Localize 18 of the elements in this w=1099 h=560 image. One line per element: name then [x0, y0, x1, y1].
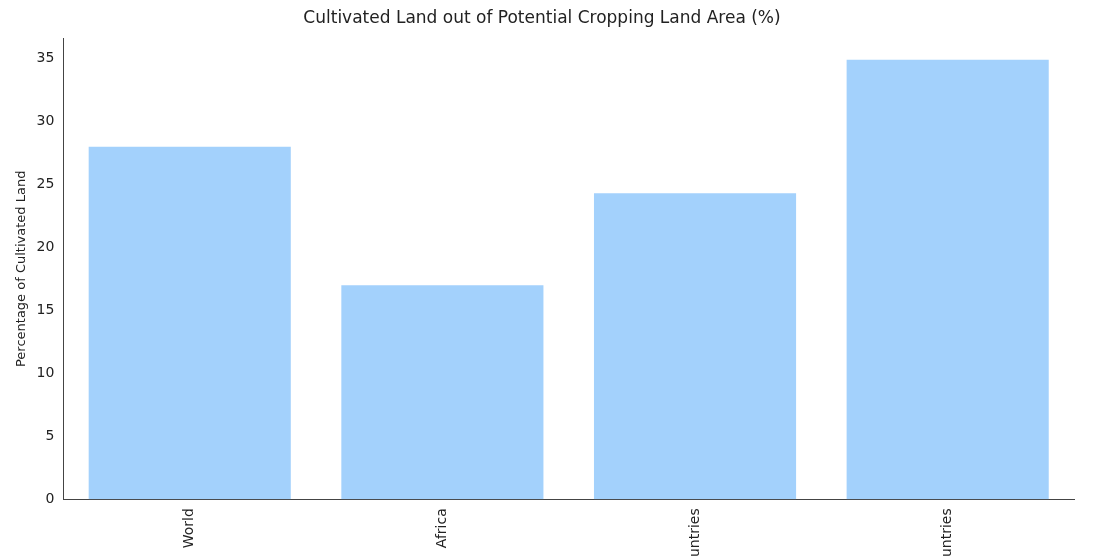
- bar: [593, 193, 797, 500]
- y-tick-label: 35: [36, 49, 55, 66]
- x-tick-label: untries: [685, 508, 702, 558]
- x-tick-label: World: [180, 508, 197, 549]
- bar: [846, 59, 1049, 500]
- bar: [88, 146, 291, 500]
- y-axis-title: Percentage of Cultivated Land: [13, 170, 29, 368]
- y-tick-label: 15: [36, 301, 55, 317]
- y-tick-label: 30: [36, 112, 55, 129]
- y-tick-label: 10: [36, 363, 55, 380]
- chart-title: Cultivated Land out of Potential Cropping Land Area (%): [303, 6, 781, 27]
- x-tick-label: untries: [938, 508, 955, 558]
- y-tick-label: 25: [36, 175, 55, 192]
- x-tick-label: Africa: [433, 508, 450, 549]
- y-tick-label: 5: [45, 426, 55, 443]
- y-tick-label: 20: [36, 238, 55, 255]
- y-tick-label: 0: [45, 489, 55, 506]
- bar: [341, 285, 544, 500]
